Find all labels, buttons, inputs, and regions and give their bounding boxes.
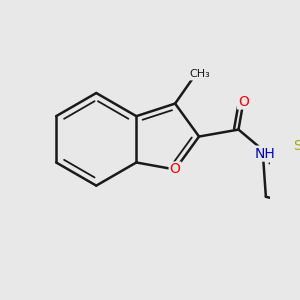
Text: O: O (238, 94, 249, 109)
Text: NH: NH (255, 147, 276, 160)
Text: S: S (293, 140, 300, 154)
Text: O: O (170, 163, 181, 176)
Text: CH₃: CH₃ (190, 70, 211, 80)
